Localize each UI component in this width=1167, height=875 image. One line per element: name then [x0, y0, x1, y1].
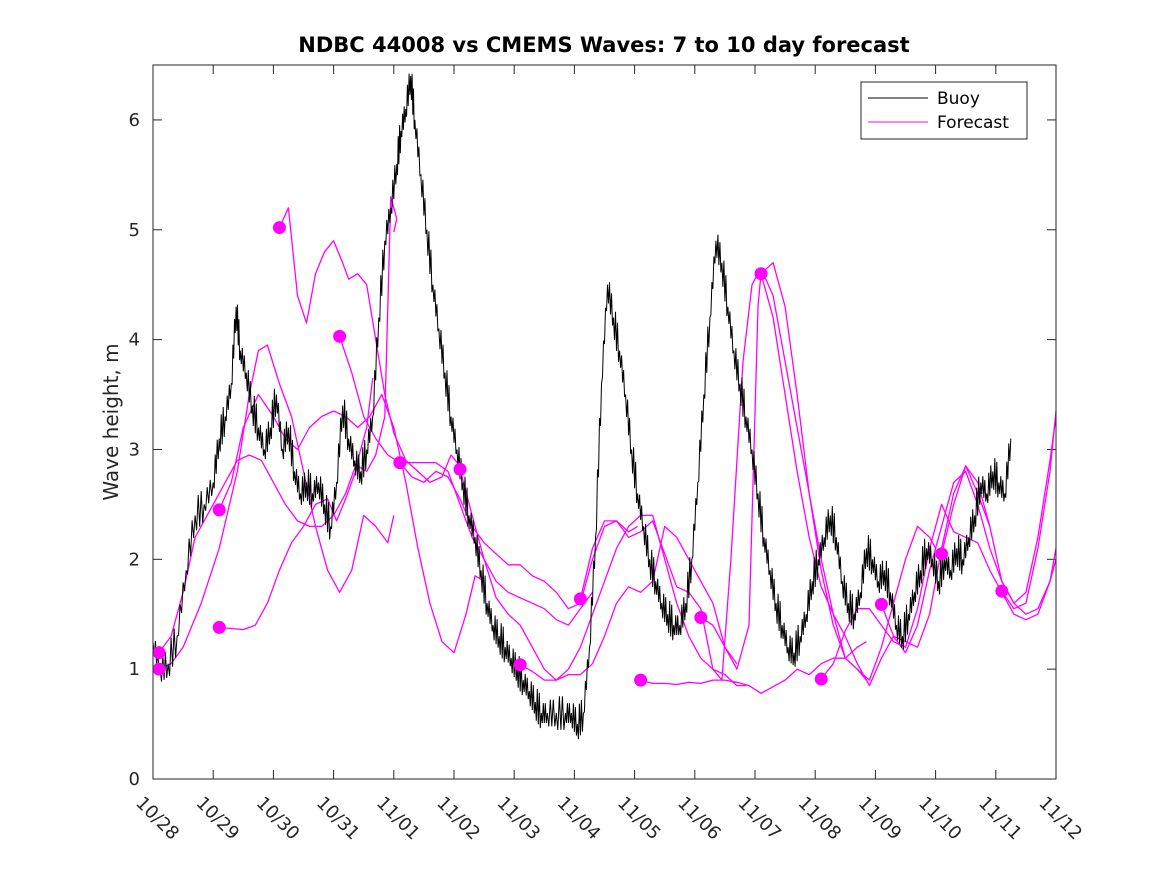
legend-forecast-label: Forecast: [937, 113, 1009, 133]
y-tick-label: 2: [129, 549, 140, 570]
forecast-series-line: [880, 470, 1057, 654]
plot-area: [153, 65, 1056, 779]
forecast-series-line: [820, 503, 1057, 680]
x-tick-label: 11/05: [613, 793, 665, 845]
y-axis-label: Wave height, m: [99, 343, 123, 500]
axis-ticks: [152, 65, 1057, 780]
forecast-start-marker: [453, 462, 467, 476]
forecast-start-markers: [152, 221, 1009, 687]
x-tick-label: 11/09: [854, 793, 906, 845]
forecast-start-marker: [573, 592, 587, 606]
forecast-series-line: [399, 462, 638, 610]
x-tick-label: 10/29: [192, 793, 244, 845]
forecast-start-marker: [754, 267, 768, 281]
x-tick-label: 11/11: [974, 793, 1026, 845]
forecast-series-line: [278, 207, 461, 484]
chart-title: NDBC 44008 vs CMEMS Waves: 7 to 10 day f…: [298, 33, 909, 57]
x-tick-label: 11/01: [372, 793, 424, 845]
plot-frame: [152, 64, 1057, 780]
forecast-start-marker: [694, 611, 708, 625]
legend-buoy-label: Buoy: [937, 89, 980, 109]
x-tick-label: 10/30: [252, 793, 304, 845]
forecast-lines: [158, 196, 1057, 694]
buoy-line-group: [152, 73, 1012, 740]
y-tick-label: 0: [129, 769, 140, 790]
forecast-start-marker: [814, 672, 828, 686]
forecast-start-marker: [212, 503, 226, 517]
forecast-series-line: [219, 196, 398, 631]
forecast-start-marker: [634, 673, 648, 687]
forecast-start-marker: [152, 646, 166, 660]
forecast-start-marker: [272, 221, 286, 235]
x-tick-label: 10/28: [131, 793, 183, 845]
x-tick-label: 11/07: [733, 793, 785, 845]
forecast-start-marker: [333, 329, 347, 343]
forecast-series-line: [519, 514, 746, 687]
y-tick-label: 5: [129, 220, 140, 241]
forecast-series-line: [640, 641, 867, 694]
forecast-series-line: [459, 469, 738, 681]
forecast-series-line: [158, 378, 374, 654]
legend: Buoy Forecast: [860, 81, 1028, 140]
forecast-series-line: [700, 262, 937, 681]
x-tick-label: 11/03: [493, 793, 545, 845]
x-tick-label: 11/10: [914, 793, 966, 845]
forecast-start-marker: [995, 584, 1009, 598]
x-tick-label: 11/12: [1034, 793, 1086, 845]
forecast-start-marker: [935, 547, 949, 561]
y-tick-label: 1: [129, 659, 140, 680]
forecast-start-marker: [874, 597, 888, 611]
forecast-start-marker: [513, 658, 527, 672]
y-tick-label: 6: [129, 110, 140, 131]
buoy-series-line: [152, 73, 1012, 740]
x-tick-label: 11/06: [673, 793, 725, 845]
forecast-series-line: [1001, 410, 1057, 610]
forecast-series-line: [338, 336, 594, 626]
forecast-series-line: [218, 393, 485, 654]
forecast-series-line: [579, 267, 867, 681]
forecast-start-marker: [212, 620, 226, 634]
x-tick-label: 11/08: [794, 793, 846, 845]
x-tick-label: 11/02: [432, 793, 484, 845]
y-tick-label: 3: [129, 439, 140, 460]
y-tick-label: 4: [129, 330, 140, 351]
x-tick-label: 11/04: [553, 793, 605, 845]
legend-box: [860, 81, 1028, 140]
forecast-series-line: [760, 273, 991, 687]
forecast-start-marker: [393, 456, 407, 470]
forecast-start-marker: [152, 662, 166, 676]
forecast-series-line: [940, 416, 1057, 604]
x-tick-label: 10/31: [312, 793, 364, 845]
forecast-series-line: [158, 344, 395, 670]
